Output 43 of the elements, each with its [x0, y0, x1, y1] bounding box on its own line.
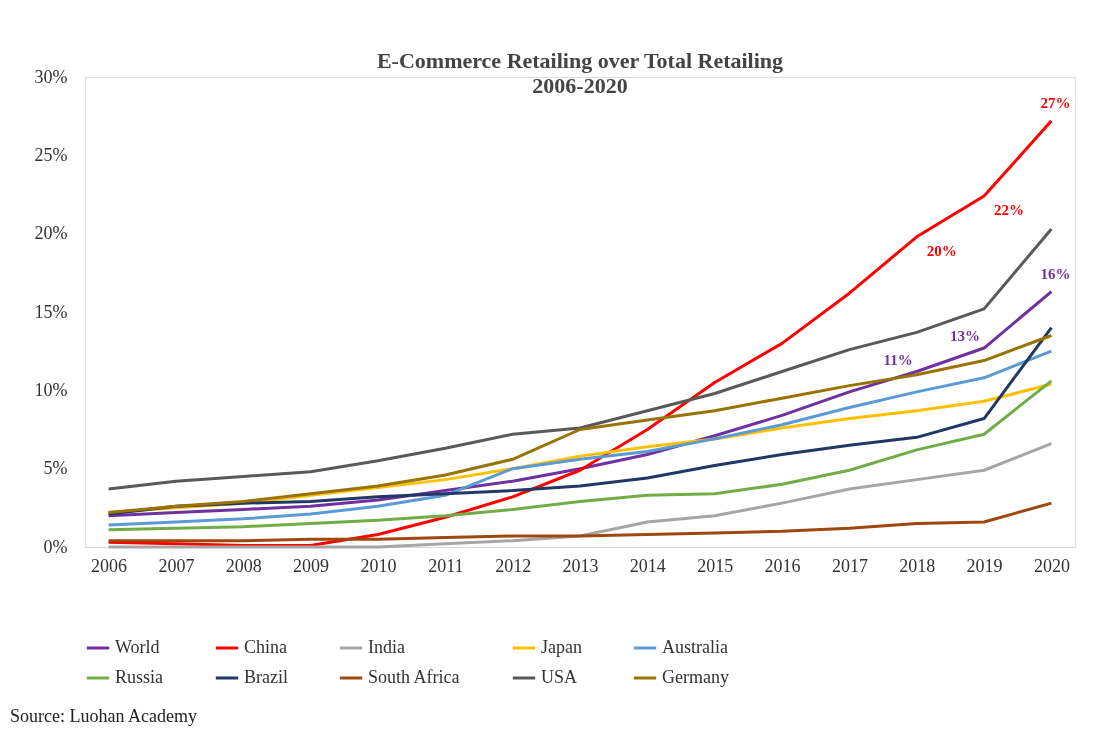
- x-tick-label: 2014: [629, 555, 666, 576]
- legend-label: China: [244, 637, 288, 657]
- legend-label: Australia: [662, 637, 728, 657]
- x-tick-label: 2009: [293, 555, 330, 576]
- legend-label: World: [115, 637, 160, 657]
- chart-subtitle: 2006-2020: [532, 73, 628, 98]
- x-tick-label: 2010: [360, 555, 397, 576]
- y-tick-label: 5%: [43, 458, 68, 479]
- y-tick-label: 30%: [34, 66, 68, 87]
- data-label: 16%: [1040, 265, 1071, 282]
- x-tick-label: 2007: [158, 555, 195, 576]
- data-label: 27%: [1040, 94, 1071, 111]
- x-tick-label: 2018: [899, 555, 936, 576]
- chart-title: E-Commerce Retailing over Total Retailing: [376, 48, 784, 73]
- legend-label: Brazil: [244, 667, 288, 687]
- x-tick-label: 2012: [495, 555, 532, 576]
- data-label: 13%: [950, 328, 981, 345]
- x-tick-label: 2020: [1033, 555, 1070, 576]
- x-tick-label: 2017: [831, 555, 868, 576]
- x-tick-label: 2016: [764, 555, 801, 576]
- line-series: [107, 501, 1053, 543]
- y-tick-label: 15%: [34, 301, 68, 322]
- x-tick-label: 2019: [966, 555, 1003, 576]
- y-tick-label: 0%: [43, 536, 68, 557]
- legend-label: South Africa: [368, 667, 460, 687]
- data-label: 20%: [926, 242, 957, 259]
- legend-label: USA: [541, 667, 578, 687]
- x-tick-label: 2015: [697, 555, 734, 576]
- legend-label: India: [368, 637, 405, 657]
- y-tick-label: 20%: [34, 223, 68, 244]
- data-label: 11%: [883, 351, 913, 368]
- x-tick-label: 2008: [225, 555, 262, 576]
- source-note: Source: Luohan Academy: [10, 706, 197, 726]
- legend-label: Japan: [541, 637, 582, 657]
- legend-label: Germany: [662, 667, 729, 687]
- x-tick-label: 2011: [428, 555, 464, 576]
- line-series: [107, 442, 1053, 549]
- y-tick-label: 25%: [34, 144, 68, 165]
- x-tick-label: 2006: [91, 555, 128, 576]
- y-tick-label: 10%: [34, 379, 68, 400]
- x-tick-label: 2013: [562, 555, 599, 576]
- legend-label: Russia: [115, 667, 164, 687]
- data-label: 22%: [994, 202, 1025, 219]
